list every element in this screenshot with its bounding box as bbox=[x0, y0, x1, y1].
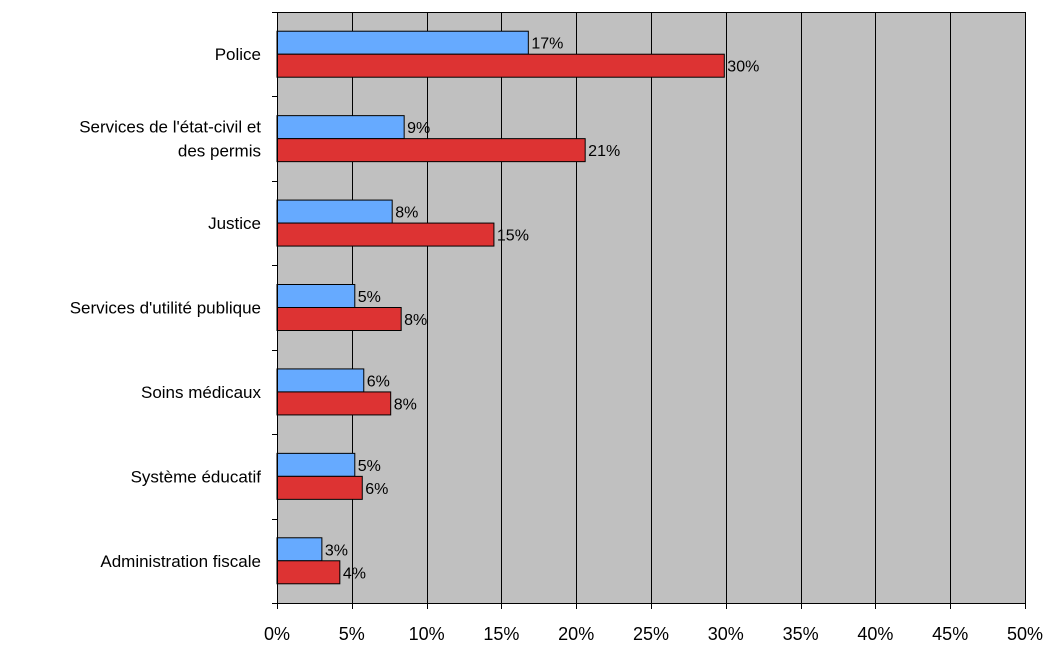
x-tick-label: 50% bbox=[1007, 624, 1043, 644]
bar-series2 bbox=[276, 222, 495, 247]
bar-series1 bbox=[276, 368, 365, 393]
category-label: Police bbox=[215, 45, 261, 64]
category-label: Justice bbox=[208, 214, 261, 233]
data-label: 3% bbox=[325, 542, 348, 559]
x-tick-label: 25% bbox=[633, 624, 669, 644]
data-label: 5% bbox=[358, 458, 381, 475]
bar-series1 bbox=[276, 537, 323, 562]
x-tick-label: 30% bbox=[708, 624, 744, 644]
x-tick-label: 10% bbox=[409, 624, 445, 644]
data-label: 6% bbox=[367, 373, 390, 390]
data-label: 8% bbox=[394, 396, 417, 413]
bar-series2 bbox=[276, 560, 341, 585]
data-label: 9% bbox=[407, 120, 430, 137]
x-tick-label: 15% bbox=[483, 624, 519, 644]
bar-series1 bbox=[276, 115, 405, 140]
x-tick-label: 5% bbox=[339, 624, 365, 644]
x-tick-label: 20% bbox=[558, 624, 594, 644]
category-label: Soins médicaux bbox=[141, 383, 262, 402]
bar-series2 bbox=[276, 138, 586, 163]
bar-series1 bbox=[276, 199, 393, 224]
data-label: 21% bbox=[588, 143, 620, 160]
x-tick-label: 45% bbox=[932, 624, 968, 644]
data-label: 15% bbox=[497, 228, 529, 245]
bar-series1 bbox=[276, 452, 356, 477]
data-label: 6% bbox=[365, 481, 388, 498]
x-tick-label: 0% bbox=[264, 624, 290, 644]
bar-series1 bbox=[276, 30, 529, 55]
bar-series2 bbox=[276, 307, 402, 331]
bar-series2 bbox=[276, 53, 725, 78]
data-label: 30% bbox=[727, 59, 759, 76]
gridlines bbox=[277, 12, 1026, 603]
category-label: Services de l'état-civil et des permis bbox=[79, 118, 261, 161]
axes bbox=[272, 12, 1026, 609]
data-label: 8% bbox=[395, 205, 418, 222]
category-label: Administration fiscale bbox=[100, 552, 261, 571]
labels: 17% 30% Police 9% 21% Services de l'état-civi… bbox=[70, 36, 1043, 644]
data-label: 17% bbox=[531, 36, 563, 53]
bar-series1 bbox=[276, 284, 356, 308]
x-tick-label: 35% bbox=[783, 624, 819, 644]
bars bbox=[276, 30, 725, 585]
category-label: Système éducatif bbox=[131, 467, 262, 486]
category-label: Services d'utilité publique bbox=[70, 299, 261, 318]
bar-series2 bbox=[276, 475, 363, 500]
x-tick-label: 40% bbox=[857, 624, 893, 644]
data-label: 8% bbox=[404, 312, 427, 329]
data-label: 5% bbox=[358, 289, 381, 306]
bar-series2 bbox=[276, 391, 392, 416]
data-label: 4% bbox=[343, 565, 366, 582]
